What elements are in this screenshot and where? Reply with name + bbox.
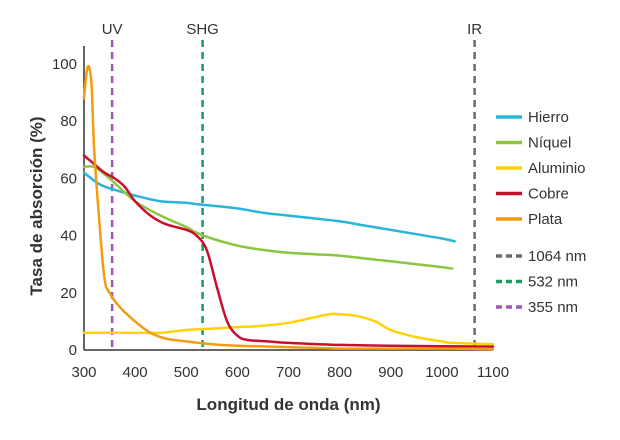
y-tick-label: 80 [60,113,77,130]
legend-label: 1064 nm [528,248,586,265]
x-axis-label: Longitud de onda (nm) [196,395,380,414]
legend-label: 532 nm [528,274,578,291]
x-tick-label: 600 [225,364,250,381]
y-ticks: 0 20 40 60 80 100 [52,56,77,359]
y-tick-label: 100 [52,56,77,73]
x-tick-label: 700 [276,364,301,381]
legend-label: Hierro [528,109,569,126]
y-tick-label: 20 [60,285,77,302]
marker-label: IR [467,21,482,38]
marker-label: SHG [186,21,219,38]
legend-label: Aluminio [528,160,586,177]
marker-label: UV [102,21,123,38]
series-line [82,164,454,270]
legend-label: 355 nm [528,299,578,316]
y-axis-label: Tasa de absorción (%) [27,116,46,295]
x-tick-label: 800 [327,364,352,381]
x-tick-label: 300 [71,364,96,381]
x-tick-label: 500 [174,364,199,381]
y-tick-label: 40 [60,228,77,245]
x-tick-label: 900 [378,364,403,381]
series-line [82,171,456,243]
wavelength-markers: UV SHG IR [102,21,482,350]
series-lines [82,64,495,351]
legend-label: Cobre [528,186,569,203]
y-tick-label: 60 [60,170,77,187]
y-tick-label: 0 [69,342,77,359]
legend-label: Níquel [528,135,571,152]
series-line [82,154,495,348]
series-line [82,64,495,351]
series-line [82,312,495,346]
x-tick-label: 1000 [425,364,458,381]
x-tick-label: 400 [123,364,148,381]
x-ticks: 300 400 500 600 700 800 900 1000 1100 [71,364,509,381]
x-tick-label: 1100 [477,364,509,381]
legend-label: Plata [528,211,563,228]
legend: Hierro Níquel Aluminio Cobre Plata 1064 nm 532… [496,109,586,316]
